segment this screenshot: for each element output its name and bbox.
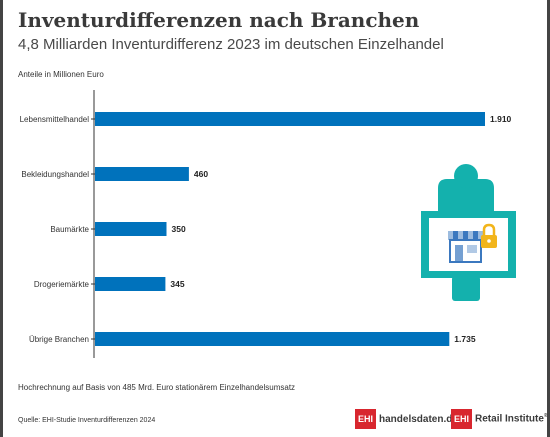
- person-body: [438, 179, 494, 214]
- logo-text: handelsdaten.de: [379, 413, 458, 425]
- store-icon: [448, 231, 483, 263]
- logo-ehi-retail-institute[interactable]: EHI Retail Institute®: [451, 409, 548, 429]
- bar: [95, 112, 485, 126]
- category-label: Bekleidungshandel: [21, 170, 89, 179]
- value-label: 460: [194, 169, 208, 179]
- person-legs: [452, 276, 480, 301]
- category-label: Übrige Branchen: [29, 335, 89, 344]
- bar: [95, 167, 189, 181]
- page-subtitle: 4,8 Milliarden Inventurdifferenz 2023 im…: [18, 36, 444, 53]
- category-label: Lebensmittelhandel: [20, 115, 90, 124]
- value-label: 345: [170, 279, 184, 289]
- logo-text-label: Retail Institute: [475, 413, 544, 425]
- units-label: Anteile in Millionen Euro: [18, 70, 104, 79]
- value-label: 1.910: [490, 114, 512, 124]
- bar: [95, 332, 450, 346]
- category-label: Baumärkte: [50, 225, 89, 234]
- page-title: Inventurdifferenzen nach Branchen: [18, 8, 420, 32]
- registered-mark: ®: [543, 413, 548, 420]
- padlock-icon: [481, 223, 497, 248]
- bar: [95, 277, 166, 291]
- person-head: [454, 164, 478, 188]
- value-label: 1.735: [454, 334, 476, 344]
- bar: [95, 222, 167, 236]
- category-label: Drogeriemärkte: [34, 280, 90, 289]
- bars-layer: Lebensmittelhandel 1.910 Bekleidungshandel…: [20, 112, 512, 346]
- footnote: Hochrechnung auf Basis von 485 Mrd. Euro…: [18, 383, 296, 392]
- logo-text: Retail Institute®: [475, 413, 548, 424]
- value-label: 350: [172, 224, 186, 234]
- logo-box: EHI: [355, 409, 377, 429]
- logo-box: EHI: [451, 409, 473, 429]
- source-note: Quelle: EHI-Studie Inventurdifferenzen 2…: [18, 417, 156, 424]
- logo-handelsdaten[interactable]: EHI handelsdaten.de: [355, 409, 458, 429]
- person-holding-store-sign-icon: [421, 164, 516, 301]
